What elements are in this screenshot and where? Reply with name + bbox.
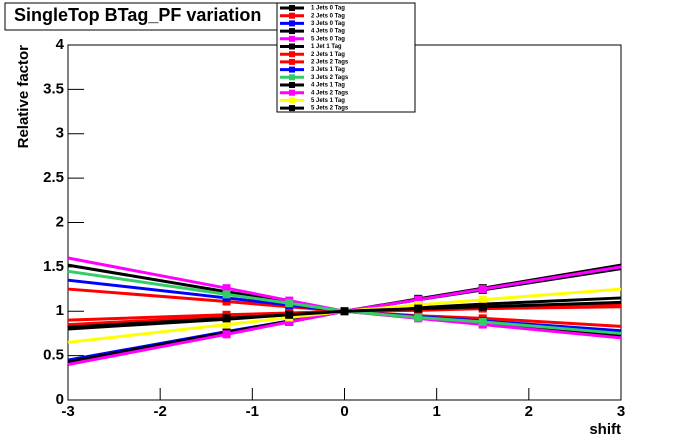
legend-label: 4 Jets 0 Tag (311, 29, 345, 35)
y-axis-label: Relative factor (15, 45, 32, 149)
legend-label: 5 Jets 0 Tag (311, 36, 345, 42)
data-point (340, 307, 349, 316)
legend-label: 4 Jets 2 Tags (311, 90, 349, 96)
legend-marker (289, 12, 295, 19)
legend-marker (289, 97, 295, 104)
legend-marker (289, 105, 295, 112)
y-tick-label: 0.5 (43, 347, 64, 364)
legend-marker (289, 82, 295, 88)
x-tick-label: -1 (246, 403, 259, 420)
legend-label: 5 Jets 1 Tag (311, 98, 345, 104)
data-point (414, 304, 423, 313)
y-tick-label: 4 (56, 36, 65, 53)
legend-label: 1 Jets 0 Tag (311, 6, 345, 12)
x-tick-label: 2 (525, 403, 533, 420)
y-tick-label: 0 (56, 391, 64, 408)
legend-marker (289, 35, 295, 42)
data-point (414, 313, 423, 322)
data-point (222, 284, 231, 293)
data-point (414, 295, 423, 304)
legend-label: 4 Jets 1 Tag (311, 83, 345, 89)
legend-marker (289, 28, 295, 35)
data-point (285, 310, 294, 319)
legend-marker (289, 51, 295, 58)
y-tick-label: 2.5 (43, 169, 64, 186)
x-tick-label: 0 (340, 403, 348, 420)
x-tick-label: -3 (61, 403, 74, 420)
legend-label: 2 Jets 2 Tags (311, 59, 349, 65)
data-point (478, 295, 487, 304)
data-point (285, 299, 294, 308)
y-tick-label: 1 (56, 302, 64, 319)
data-point (222, 314, 231, 323)
legend-label: 3 Jets 2 Tags (311, 75, 349, 81)
x-axis-label: shift (589, 421, 621, 438)
legend-label: 5 Jets 2 Tags (311, 106, 349, 112)
legend-label: 2 Jets 1 Tag (311, 52, 345, 58)
legend-label: 3 Jets 1 Tag (311, 67, 345, 73)
data-point (478, 317, 487, 326)
data-point (222, 320, 231, 329)
x-tick-label: 3 (617, 403, 625, 420)
title-box (4, 2, 308, 31)
x-tick-label: 1 (432, 403, 440, 420)
y-tick-label: 3.5 (43, 80, 64, 97)
legend-marker (289, 43, 295, 50)
legend-label: 3 Jets 0 Tag (311, 21, 345, 27)
legend-marker (289, 74, 295, 81)
x-tick-label: -2 (153, 403, 166, 420)
legend-label: 1 Jet 1 Tag (311, 44, 342, 50)
data-point (222, 330, 231, 339)
data-point (478, 285, 487, 294)
legend-marker (289, 58, 295, 65)
legend-label: 2 Jets 0 Tag (311, 13, 345, 19)
legend-marker (289, 66, 295, 73)
data-point (285, 317, 294, 326)
data-point (222, 290, 231, 299)
data-point (478, 302, 487, 311)
legend-marker (289, 5, 295, 11)
chart-title: SingleTop BTag_PF variation (14, 5, 261, 25)
y-tick-label: 1.5 (43, 258, 64, 275)
legend-marker (289, 20, 295, 27)
y-tick-label: 3 (56, 125, 64, 142)
legend-marker (289, 89, 295, 96)
y-tick-label: 2 (56, 213, 64, 230)
